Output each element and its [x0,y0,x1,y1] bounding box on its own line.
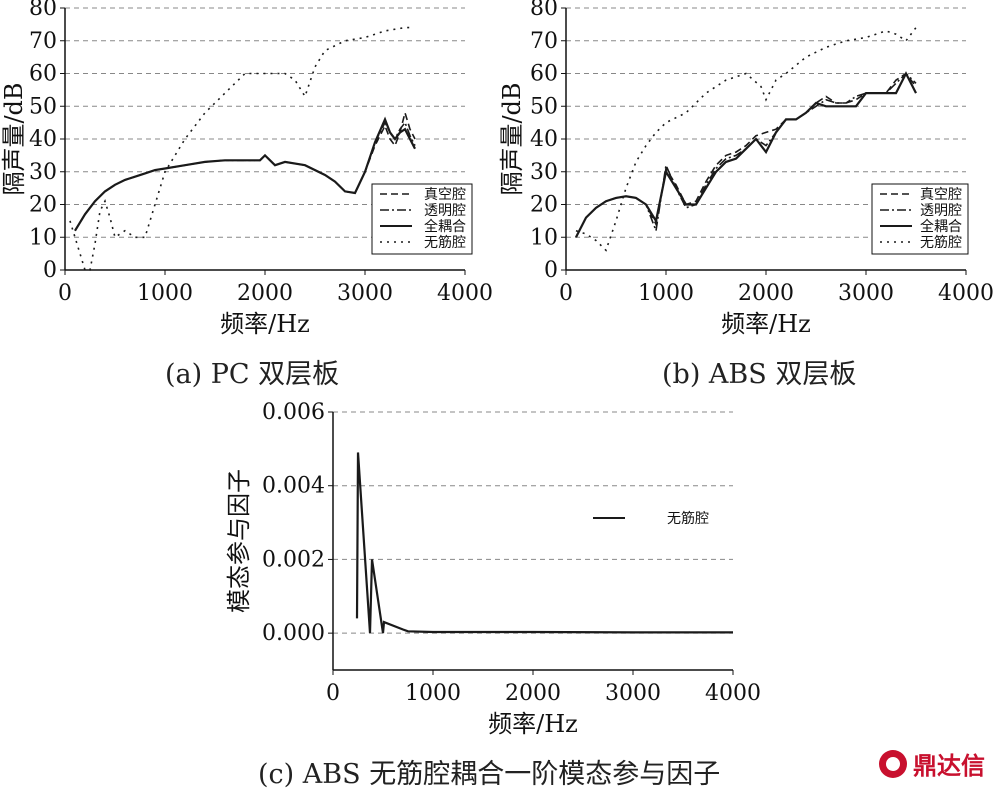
x-tick-label: 2000 [505,681,561,706]
y-tick-label: 10 [530,225,558,250]
series-line-无筋腔 [355,452,733,634]
x-tick-label: 1000 [638,281,694,306]
legend-label: 无筋腔 [920,234,962,251]
legend-label: 全耦合 [424,218,466,235]
y-axis-title: 隔声量/dB [498,82,526,195]
y-tick-label: 0.002 [262,547,325,572]
x-tick-label: 1000 [137,281,193,306]
y-tick-label: 20 [29,193,57,218]
x-tick-label: 0 [326,681,340,706]
y-tick-label: 30 [530,160,558,185]
y-tick-label: 30 [29,160,57,185]
legend-label: 透明腔 [424,203,466,219]
y-tick-label: 0.000 [262,621,325,646]
y-tick-label: 80 [530,0,558,21]
y-tick-label: 10 [29,225,57,250]
y-tick-label: 80 [29,0,57,21]
y-axis-title: 模态参与因子 [225,469,253,613]
y-tick-label: 50 [29,94,57,119]
y-axis-title: 隔声量/dB [0,82,28,195]
caption-chart-c: (c) ABS 无筋腔耦合一阶模态参与因子 [258,759,721,790]
chart-a: 0 10 20 30 40 50 60 70 80 0 1000 2000 3000 4000 频率/Hz 隔… [0,0,493,338]
x-tick-label: 4000 [938,281,993,306]
series-line-透明腔 [575,72,917,238]
series-line-全耦合 [74,116,416,232]
x-tick-label: 2000 [237,281,293,306]
legend-label: 真空腔 [424,187,466,203]
y-tick-label: 60 [530,62,558,87]
x-tick-label: 1000 [405,681,461,706]
y-tick-label: 0.006 [262,400,325,425]
y-tick-label: 40 [530,127,558,152]
x-tick-label: 4000 [437,281,493,306]
chart-b: 0 10 20 30 40 50 60 70 80 0 1000 2000 3000 4000 频率/Hz 隔… [498,0,993,338]
watermark-logo-icon [879,749,907,778]
y-tick-label: 70 [530,29,558,54]
y-tick-label: 0 [544,258,558,283]
series-line-无筋腔 [69,26,410,271]
watermark: 鼎达信 [879,746,985,781]
x-tick-label: 0 [559,281,573,306]
legend-label: 真空腔 [920,187,962,203]
legend-label: 透明腔 [920,203,962,219]
x-tick-label: 3000 [337,281,393,306]
chart-c: 0.000 0.002 0.004 0.006 0 1000 2000 3000 4000 频率/… [225,400,761,738]
y-tick-label: 40 [29,127,57,152]
legend-label: 无筋腔 [667,510,709,527]
y-tick-label: 0.004 [262,474,325,499]
x-axis-title: 频率/Hz [721,310,811,338]
y-tick-label: 70 [29,29,57,54]
y-tick-label: 50 [530,94,558,119]
y-tick-label: 0 [43,258,57,283]
x-tick-label: 3000 [838,281,894,306]
legend-label: 全耦合 [920,218,962,235]
x-axis-title: 频率/Hz [488,710,578,738]
series-line-真空腔 [575,72,917,238]
y-tick-label: 60 [29,62,57,87]
y-tick-label: 20 [530,193,558,218]
caption-chart-a: (a) PC 双层板 [165,359,340,390]
series-line-全耦合 [575,71,917,238]
series-line-无筋腔 [575,27,917,252]
x-axis-title: 频率/Hz [220,310,310,338]
legend-label: 无筋腔 [424,234,466,251]
x-tick-label: 0 [58,281,72,306]
x-tick-label: 3000 [605,681,661,706]
watermark-text: 鼎达信 [913,752,985,780]
caption-chart-b: (b) ABS 双层板 [662,359,857,390]
x-tick-label: 4000 [705,681,761,706]
x-tick-label: 2000 [738,281,794,306]
